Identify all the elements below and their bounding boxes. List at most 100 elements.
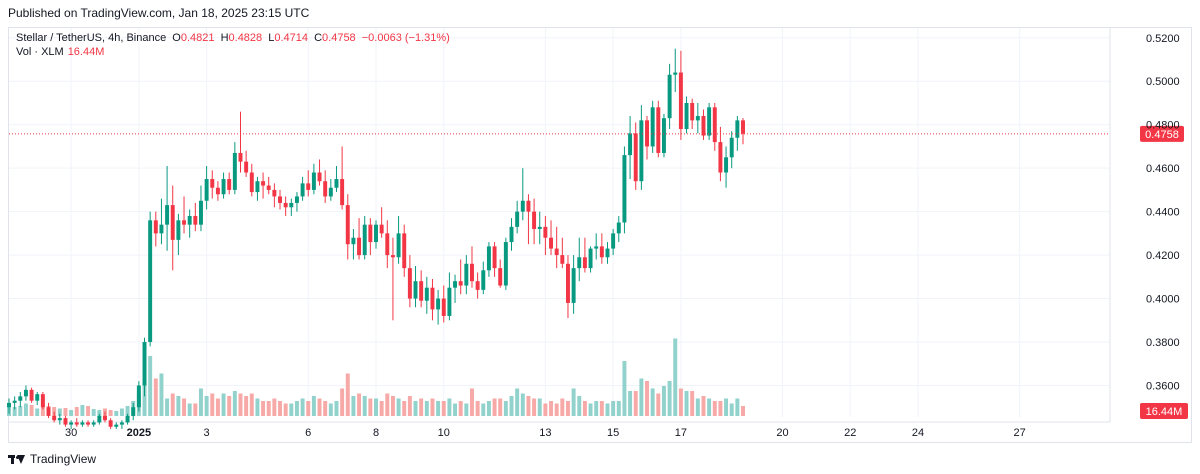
last-price-label: 0.4758	[1145, 129, 1179, 141]
volume-bar	[294, 401, 299, 416]
volume-bar	[12, 407, 17, 416]
y-tick-label: 0.5200	[1146, 33, 1180, 45]
candle-body	[170, 205, 175, 240]
candle-body	[413, 281, 418, 299]
time-axis[interactable]: 30 2025 3 6 8 10 13 15 17 20 22 24 27	[65, 427, 1026, 439]
candle-body	[148, 220, 153, 343]
volume-bar	[306, 401, 311, 416]
volume-bar	[368, 398, 373, 416]
candle-body	[91, 422, 96, 425]
brand-name[interactable]: TradingView	[30, 452, 97, 466]
candle-body	[712, 107, 717, 143]
open-value: 0.4821	[180, 32, 215, 44]
candle-body	[300, 183, 305, 197]
candle-body	[424, 287, 429, 301]
candle-body	[616, 222, 621, 234]
volume-bar	[176, 396, 181, 416]
volume-bar	[407, 396, 412, 416]
volume-bar	[430, 398, 435, 416]
candle-body	[594, 246, 599, 249]
volume-value: 16.44M	[67, 46, 105, 58]
candle-body	[210, 179, 215, 188]
candle-body	[453, 281, 458, 288]
candle-body	[153, 220, 158, 234]
volume-bar	[29, 405, 34, 416]
volume-bar	[328, 403, 333, 416]
x-tick-label: 20	[776, 427, 788, 439]
volume-bar	[622, 361, 627, 416]
candle-body	[69, 422, 74, 425]
candle-body	[724, 157, 729, 173]
candle-body	[464, 263, 469, 286]
candle-body	[588, 248, 593, 269]
candle-body	[441, 298, 446, 316]
volume-bar	[385, 393, 390, 416]
volume-bar	[436, 401, 441, 416]
close-label: C	[314, 32, 323, 44]
volume-bar	[560, 398, 565, 416]
candle-body	[419, 281, 424, 301]
volume-bar	[227, 396, 232, 416]
volume-bar	[215, 398, 220, 416]
candle-body	[390, 255, 395, 258]
candle-body	[475, 281, 480, 290]
volume-bar	[272, 398, 277, 416]
volume-bar	[633, 391, 638, 416]
candle-body	[622, 155, 627, 223]
volume-tag-label: 16.44M	[1146, 406, 1183, 418]
candle-body	[650, 107, 655, 147]
candle-body	[673, 72, 678, 75]
candle-body	[294, 196, 299, 203]
volume-bar	[464, 403, 469, 416]
candle-body	[278, 196, 282, 203]
candle-body	[249, 172, 254, 193]
volume-bar	[317, 398, 322, 416]
volume-bar	[565, 401, 570, 416]
candle-body	[368, 224, 373, 243]
volume-bar	[379, 401, 384, 416]
symbol-legend: Stellar / TetherUS, 4h, Binance O0.4821 …	[16, 32, 450, 44]
volume-bar	[577, 396, 582, 416]
footer-branding: TradingView	[8, 452, 96, 466]
candle-body	[131, 407, 136, 416]
volume-bar	[588, 403, 593, 416]
candle-body	[52, 415, 57, 421]
price-axis[interactable]: 0.5200 0.5000 0.4800 0.4600 0.4400 0.4200 0.40…	[1146, 33, 1180, 393]
candle-body	[458, 281, 463, 286]
candle-body	[125, 415, 130, 423]
candle-body	[560, 255, 565, 264]
candle-body	[402, 233, 407, 269]
x-tick-label: 15	[607, 427, 619, 439]
high-label: H	[220, 32, 229, 44]
candle-body	[633, 133, 638, 182]
high-value: 0.4828	[228, 32, 263, 44]
candle-body	[357, 237, 362, 256]
candle-body	[718, 142, 723, 173]
volume-label[interactable]: Vol · XLM	[16, 46, 64, 58]
candle-body	[35, 394, 40, 401]
candle-body	[159, 224, 164, 234]
candle-body	[656, 107, 661, 153]
candle-body	[735, 120, 740, 138]
volume-bar	[656, 393, 661, 416]
candle-body	[582, 257, 587, 269]
symbol-name[interactable]: Stellar / TetherUS, 4h, Binance	[16, 32, 167, 44]
candle-body	[605, 248, 610, 258]
y-tick-label: 0.4600	[1146, 163, 1180, 175]
candle-body	[543, 226, 548, 238]
volume-bar	[492, 398, 497, 416]
volume-bar	[537, 398, 542, 416]
x-tick-label: 27	[1014, 427, 1026, 439]
volume-bar	[165, 398, 170, 416]
volume-bar	[351, 396, 356, 416]
volume-bar	[695, 398, 700, 416]
volume-bar	[650, 388, 655, 416]
volume-bar	[741, 406, 745, 416]
volume-bar	[91, 409, 96, 416]
y-tick-label: 0.4400	[1146, 207, 1180, 219]
candle-body	[18, 396, 23, 401]
candle-body	[520, 200, 525, 212]
volume-bar	[266, 401, 271, 416]
candle-body	[661, 118, 666, 153]
